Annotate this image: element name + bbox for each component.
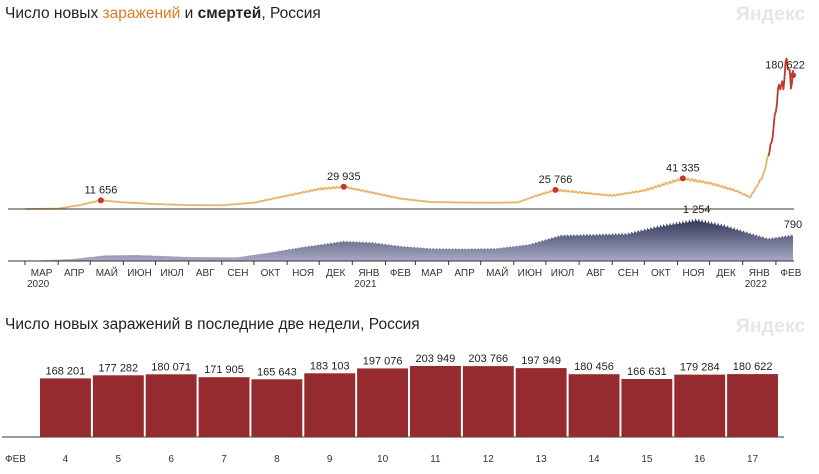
bar-category-label: 17	[747, 454, 759, 465]
bar-value-label: 203 766	[468, 353, 508, 365]
bar-category-label: 4	[63, 454, 69, 465]
x-tick-label: ДЕК	[716, 268, 735, 279]
x-tick-label: ФЕВ	[390, 268, 411, 279]
peak-marker	[790, 72, 796, 79]
bar-category-label: 10	[377, 454, 389, 465]
year-label: 2022	[745, 279, 768, 290]
x-tick-label: АПР	[454, 268, 475, 279]
x-tick-label: НОЯ	[682, 268, 704, 279]
peak-label: 180 622	[765, 59, 805, 71]
title-deaths: смертей	[197, 5, 262, 22]
x-tick-label: АВГ	[586, 268, 605, 279]
yandex-logo[interactable]: Яндекс	[736, 316, 806, 337]
x-tick-label: ДЕК	[326, 268, 345, 279]
x-tick-label: АВГ	[196, 268, 215, 279]
peak-label: 25 766	[539, 174, 573, 186]
bar-month-label: ФЕВ	[5, 454, 26, 465]
bar	[727, 374, 778, 437]
bottom-chart-title: Число новых заражений в последние две не…	[5, 316, 420, 333]
bar-category-label: 7	[221, 454, 227, 465]
x-tick-label: СЕН	[618, 268, 639, 279]
bar-value-label: 183 103	[310, 360, 350, 372]
title-text: , Россия	[261, 5, 321, 22]
year-label: 2020	[27, 279, 50, 290]
x-tick-label: ОКТ	[261, 268, 281, 279]
title-text: и	[180, 5, 198, 22]
bar-value-label: 166 631	[627, 366, 667, 378]
yandex-logo[interactable]: Яндекс	[736, 4, 806, 25]
x-tick-label: ФЕВ	[780, 268, 801, 279]
bar-value-label: 168 201	[46, 365, 86, 377]
bar-category-label: 13	[536, 454, 548, 465]
x-tick-label: МАЙ	[486, 266, 508, 279]
bar	[304, 373, 356, 437]
bar-value-label: 197 076	[363, 355, 403, 367]
x-tick-label: МАР	[31, 268, 53, 279]
bar-value-label: 180 622	[733, 361, 773, 373]
bar	[621, 379, 673, 437]
bar	[515, 368, 567, 437]
bar-value-label: 203 949	[416, 353, 456, 365]
bar	[357, 368, 408, 437]
x-tick-label: ЯНВ	[358, 268, 379, 279]
x-tick-label: СЕН	[227, 268, 248, 279]
bar	[92, 375, 144, 437]
title-infections: заражений	[102, 5, 181, 22]
bar-value-label: 177 282	[98, 362, 138, 374]
bar	[462, 366, 514, 437]
bar-value-label: 180 456	[574, 361, 614, 373]
peak-label: 11 656	[84, 184, 117, 196]
peak-marker	[679, 175, 686, 182]
peak-marker	[552, 186, 559, 193]
bar	[40, 378, 91, 437]
bar	[198, 377, 250, 437]
bar-category-label: 15	[641, 454, 653, 465]
bar-category-label: 16	[694, 454, 706, 465]
bar-category-label: 8	[274, 454, 280, 465]
peak-label: 790	[784, 219, 802, 231]
x-tick-label: АПР	[64, 268, 85, 279]
x-tick-label: ИЮН	[127, 268, 152, 279]
x-tick-label: НОЯ	[292, 268, 314, 279]
bar	[251, 379, 303, 437]
peak-label: 41 335	[666, 162, 700, 174]
peak-marker	[340, 183, 347, 190]
title-text: Число новых	[5, 5, 103, 22]
bar-category-label: 5	[116, 454, 122, 465]
bar-category-label: 6	[168, 454, 174, 465]
x-tick-label: ОКТ	[651, 268, 671, 279]
x-tick-label: ИЮЛ	[160, 268, 183, 279]
bar-value-label: 179 284	[680, 362, 720, 374]
bar	[145, 374, 197, 437]
bar-category-label: 11	[430, 454, 441, 465]
x-tick-label: ИЮН	[518, 268, 543, 279]
x-tick-label: МАР	[421, 268, 443, 279]
top-chart-title: Число новых заражений и смертей, Россия	[5, 5, 321, 23]
bar-category-label: 9	[327, 454, 333, 465]
x-tick-label: ИЮЛ	[551, 268, 574, 279]
x-tick-label: ЯНВ	[749, 268, 770, 279]
bar-value-label: 180 071	[151, 361, 191, 373]
bar-value-label: 171 905	[204, 364, 244, 376]
bar-value-label: 165 643	[257, 366, 297, 378]
bar	[410, 366, 461, 437]
infections-peak-line	[767, 57, 794, 157]
bar	[568, 374, 620, 437]
infections-line	[25, 155, 769, 210]
bar-category-label: 12	[483, 454, 495, 465]
bar	[674, 374, 726, 437]
year-label: 2021	[354, 279, 377, 290]
deaths-area	[25, 218, 793, 261]
bar-category-label: 14	[588, 454, 600, 465]
x-tick-label: МАЙ	[96, 266, 118, 279]
bar-value-label: 197 949	[521, 355, 561, 367]
peak-label: 1 254	[683, 204, 711, 216]
peak-label: 29 935	[327, 171, 361, 183]
peak-marker	[97, 197, 104, 204]
